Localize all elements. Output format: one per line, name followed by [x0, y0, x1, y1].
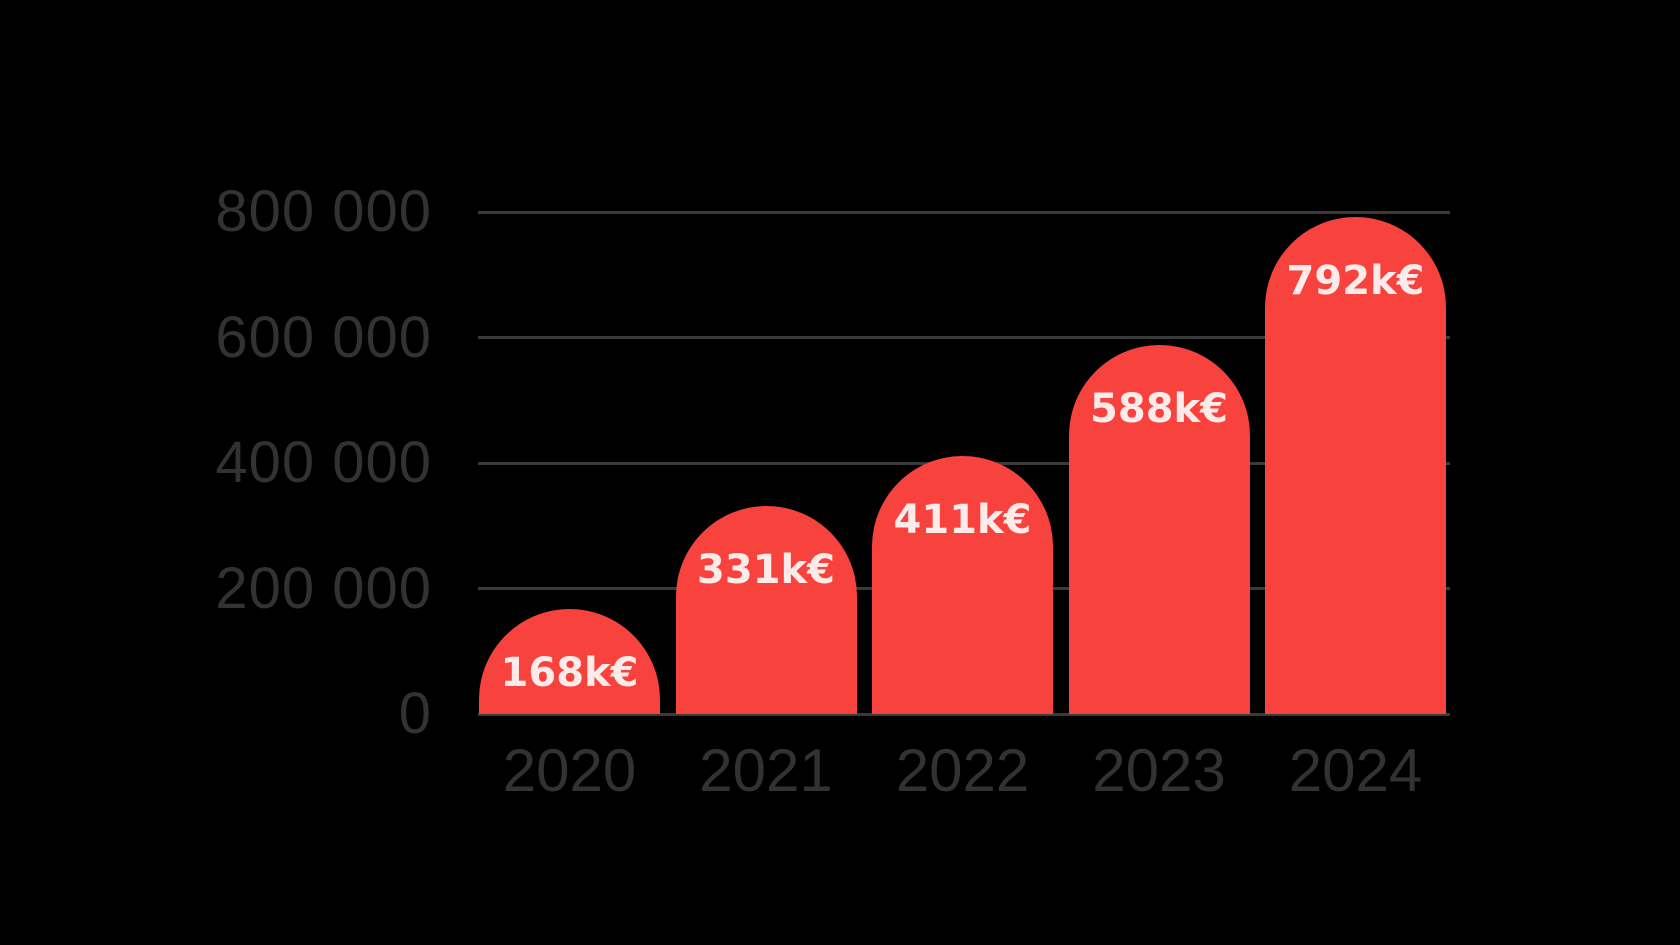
bar-value-label: 168k€ — [500, 649, 639, 696]
y-axis-tick-label: 800 000 — [215, 179, 432, 245]
y-axis-tick-label: 200 000 — [215, 555, 432, 621]
bar-2021: 331k€ — [675, 506, 857, 714]
bar-value-label: 588k€ — [1090, 386, 1228, 433]
bar-2022: 411k€ — [872, 456, 1053, 714]
bar-value-label: 792k€ — [1286, 258, 1425, 305]
bar-2020: 168k€ — [479, 608, 660, 714]
x-axis-tick-label: 2021 — [699, 737, 833, 804]
y-axis-tick-label: 600 000 — [215, 304, 432, 370]
gridline-0 — [478, 712, 1450, 716]
x-axis-tick-label: 2023 — [1092, 737, 1226, 804]
x-axis-tick-label: 2022 — [895, 737, 1030, 804]
x-axis-tick-label: 2020 — [502, 737, 637, 804]
y-axis-tick-label: 0 — [398, 681, 432, 746]
bar-2024: 792k€ — [1265, 217, 1446, 714]
gridline-600000 — [478, 336, 1450, 340]
x-axis-tick-label: 2024 — [1288, 737, 1423, 804]
bar-2023: 588k€ — [1068, 345, 1250, 714]
bar-value-label: 411k€ — [893, 497, 1032, 544]
gridline-800000 — [478, 210, 1450, 214]
bar-value-label: 331k€ — [697, 547, 835, 594]
y-axis-tick-label: 400 000 — [215, 430, 432, 496]
